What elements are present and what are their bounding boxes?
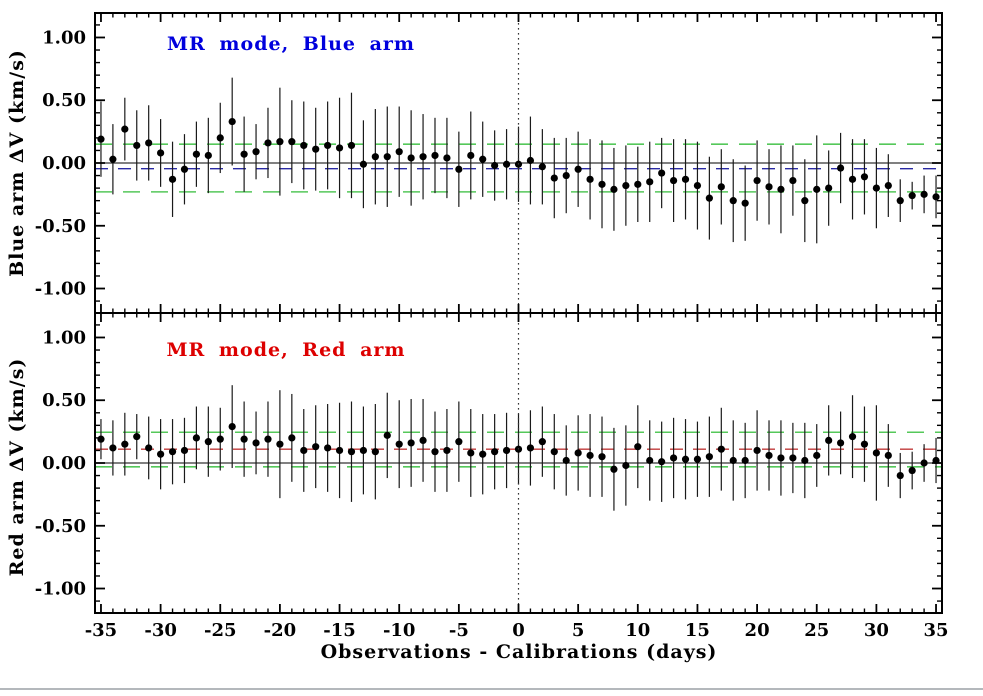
svg-text:0.50: 0.50 [42, 90, 86, 111]
svg-text:30: 30 [864, 620, 889, 641]
svg-text:-25: -25 [204, 620, 237, 641]
svg-text:25: 25 [804, 620, 829, 641]
svg-text:-20: -20 [264, 620, 297, 641]
svg-text:0.50: 0.50 [42, 390, 86, 411]
svg-text:5: 5 [572, 620, 585, 641]
svg-text:1.00: 1.00 [42, 27, 86, 48]
svg-text:10: 10 [625, 620, 650, 641]
y-axis-label-red: Red arm ΔV (km/s) [6, 357, 28, 577]
svg-text:0.00: 0.00 [42, 153, 86, 174]
y-axis-label-blue: Blue arm ΔV (km/s) [6, 49, 28, 277]
svg-text:-5: -5 [449, 620, 469, 641]
svg-text:0.00: 0.00 [42, 453, 86, 474]
panel-title-blue: MR mode, Blue arm [166, 33, 416, 55]
panel-title-red: MR mode, Red arm [166, 339, 406, 361]
svg-text:-0.50: -0.50 [35, 216, 86, 237]
svg-text:-30: -30 [144, 620, 177, 641]
svg-text:20: 20 [745, 620, 770, 641]
svg-text:15: 15 [685, 620, 710, 641]
x-axis-label: Observations - Calibrations (days) [320, 641, 718, 663]
svg-text:-35: -35 [85, 620, 118, 641]
svg-text:35: 35 [924, 620, 949, 641]
svg-text:0: 0 [512, 620, 525, 641]
svg-text:1.00: 1.00 [42, 327, 86, 348]
svg-text:-15: -15 [323, 620, 356, 641]
bottom-divider [0, 688, 983, 690]
svg-text:-10: -10 [383, 620, 416, 641]
svg-text:-0.50: -0.50 [35, 516, 86, 537]
svg-text:-1.00: -1.00 [35, 579, 86, 600]
svg-text:-1.00: -1.00 [35, 279, 86, 300]
